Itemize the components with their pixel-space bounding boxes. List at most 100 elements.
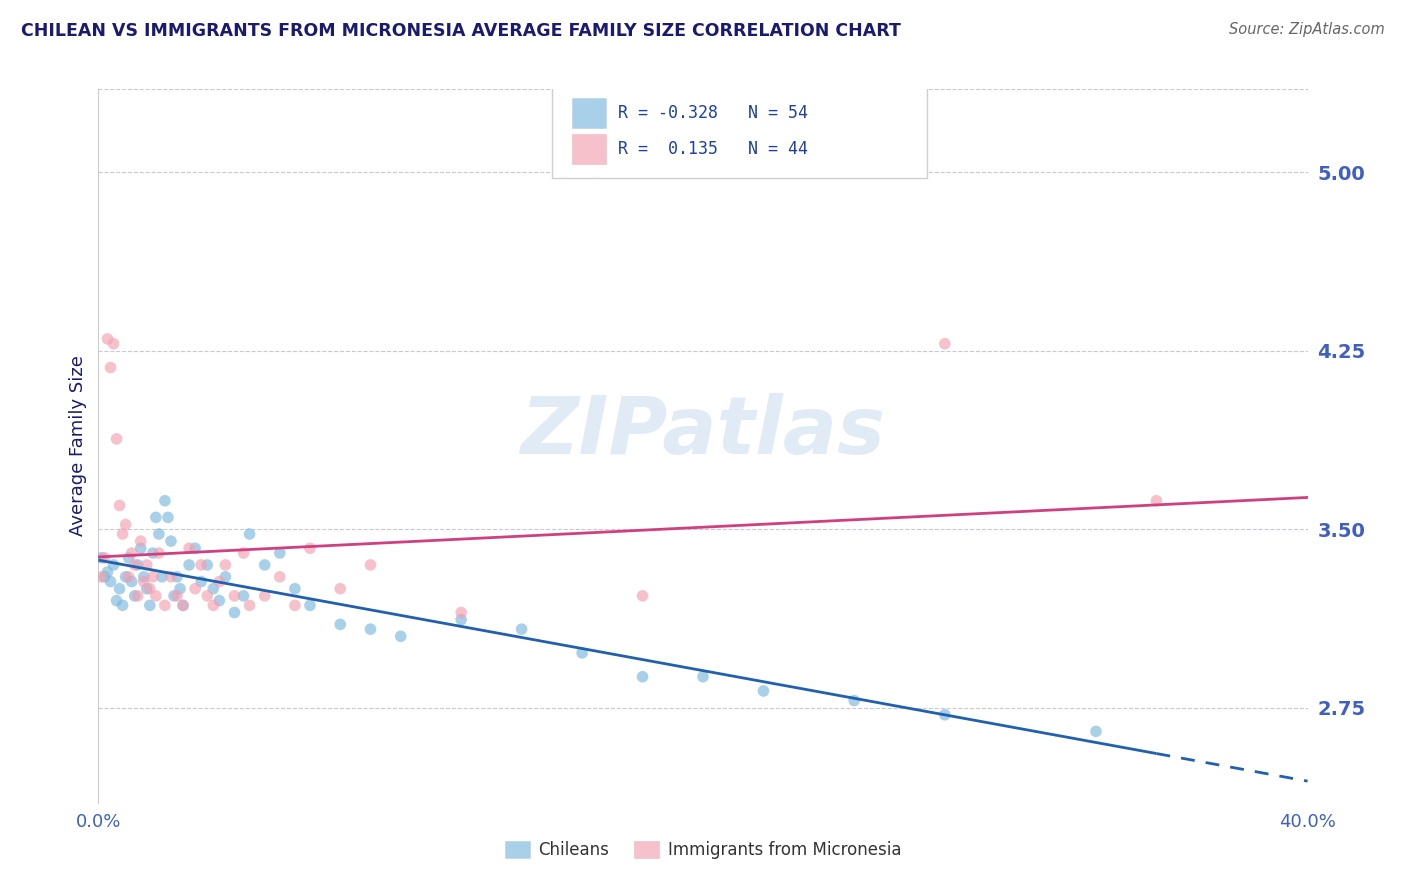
Point <box>172 599 194 613</box>
Text: R =  0.135   N = 44: R = 0.135 N = 44 <box>619 140 808 158</box>
Point <box>153 493 176 508</box>
Point <box>127 558 149 572</box>
Point <box>752 684 775 698</box>
Point <box>148 546 170 560</box>
Point <box>195 558 218 572</box>
Point <box>214 570 236 584</box>
Point <box>135 582 157 596</box>
Point <box>1144 493 1167 508</box>
Point <box>360 558 382 572</box>
Point <box>166 570 188 584</box>
Point <box>108 499 131 513</box>
FancyBboxPatch shape <box>551 86 927 178</box>
Point <box>177 558 201 572</box>
Point <box>631 589 654 603</box>
Point <box>571 646 593 660</box>
Point <box>299 599 322 613</box>
Point <box>232 546 254 560</box>
Point <box>172 599 194 613</box>
Point <box>93 550 115 565</box>
Point <box>114 517 136 532</box>
Legend: Chileans, Immigrants from Micronesia: Chileans, Immigrants from Micronesia <box>498 834 908 866</box>
FancyBboxPatch shape <box>572 134 606 164</box>
Point <box>190 574 212 589</box>
Point <box>299 541 322 556</box>
Point <box>450 606 472 620</box>
Point <box>139 599 162 613</box>
Point <box>284 599 307 613</box>
Point <box>121 574 143 589</box>
Point <box>105 432 128 446</box>
Point <box>160 534 183 549</box>
Y-axis label: Average Family Size: Average Family Size <box>69 356 87 536</box>
Point <box>450 613 472 627</box>
Point <box>111 527 134 541</box>
Point <box>108 582 131 596</box>
FancyBboxPatch shape <box>572 98 606 128</box>
Text: Source: ZipAtlas.com: Source: ZipAtlas.com <box>1229 22 1385 37</box>
Point <box>934 336 956 351</box>
Point <box>111 599 134 613</box>
Point <box>129 541 152 556</box>
Point <box>253 558 276 572</box>
Point <box>132 574 155 589</box>
Point <box>105 593 128 607</box>
Point <box>100 574 122 589</box>
Point <box>329 617 352 632</box>
Point <box>844 693 866 707</box>
Point <box>389 629 412 643</box>
Point <box>224 589 246 603</box>
Point <box>510 622 533 636</box>
Point <box>135 558 157 572</box>
Point <box>177 541 201 556</box>
Point <box>1085 724 1108 739</box>
Point <box>208 574 231 589</box>
Point <box>148 527 170 541</box>
Point <box>224 606 246 620</box>
Point <box>145 510 167 524</box>
Point <box>114 570 136 584</box>
Point <box>329 582 352 596</box>
Point <box>202 582 225 596</box>
Point <box>269 546 291 560</box>
Point <box>360 622 382 636</box>
Point <box>142 570 165 584</box>
Point <box>124 558 146 572</box>
Point <box>239 599 262 613</box>
Point <box>692 670 714 684</box>
Point <box>195 589 218 603</box>
Point <box>232 589 254 603</box>
Point <box>269 570 291 584</box>
Point <box>150 570 173 584</box>
Point <box>96 565 118 579</box>
Point <box>934 707 956 722</box>
Point <box>139 582 162 596</box>
Point <box>190 558 212 572</box>
Point <box>103 336 125 351</box>
Point <box>129 534 152 549</box>
Point <box>202 599 225 613</box>
Point <box>124 589 146 603</box>
Point <box>631 670 654 684</box>
Point <box>145 589 167 603</box>
Point <box>214 558 236 572</box>
Point <box>184 582 207 596</box>
Point <box>90 550 112 565</box>
Point <box>253 589 276 603</box>
Point <box>103 558 125 572</box>
Point <box>118 550 141 565</box>
Point <box>96 332 118 346</box>
Point <box>169 582 191 596</box>
Text: ZIPatlas: ZIPatlas <box>520 392 886 471</box>
Point <box>142 546 165 560</box>
Point <box>184 541 207 556</box>
Point <box>153 599 176 613</box>
Point <box>160 570 183 584</box>
Point <box>166 589 188 603</box>
Point <box>93 570 115 584</box>
Point <box>121 546 143 560</box>
Point <box>127 589 149 603</box>
Text: CHILEAN VS IMMIGRANTS FROM MICRONESIA AVERAGE FAMILY SIZE CORRELATION CHART: CHILEAN VS IMMIGRANTS FROM MICRONESIA AV… <box>21 22 901 40</box>
Point <box>284 582 307 596</box>
Point <box>208 593 231 607</box>
